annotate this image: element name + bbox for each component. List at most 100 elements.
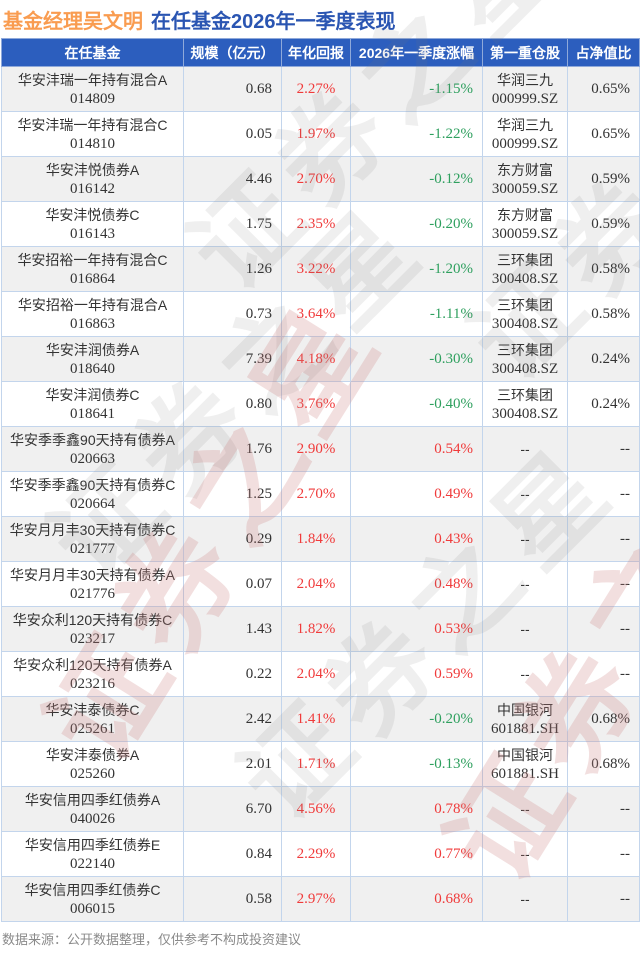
top-holding-cell: 三环集团 300408.SZ: [482, 381, 568, 427]
ratio-cell: 0.68%: [567, 696, 640, 742]
holding-code: 300408.SZ: [491, 405, 559, 422]
holding-name: 中国银河: [497, 746, 553, 763]
fund-code: 016863: [70, 315, 115, 332]
fund-code: 006015: [70, 900, 115, 917]
top-holding-cell: --: [482, 516, 568, 562]
holding-name: 三环集团: [497, 296, 553, 313]
scale-cell: 6.70: [183, 786, 282, 832]
table-row: 华安信用四季红债券A 040026 6.70 4.56% 0.78% -- --: [1, 786, 640, 832]
scale-cell: 1.76: [183, 426, 282, 472]
top-holding-cell: 三环集团 300408.SZ: [482, 246, 568, 292]
quarter-change-cell: 0.43%: [350, 516, 483, 562]
top-holding-cell: 三环集团 300408.SZ: [482, 291, 568, 337]
annual-return-cell: 3.22%: [281, 246, 351, 292]
column-header: 规模（亿元）: [183, 38, 282, 67]
ratio-cell: 0.58%: [567, 291, 640, 337]
annual-return-cell: 2.70%: [281, 156, 351, 202]
column-header: 年化回报: [281, 38, 351, 67]
holding-name: 华润三九: [497, 116, 553, 133]
top-holding-cell: --: [482, 831, 568, 877]
column-header: 第一重仓股: [482, 38, 568, 67]
ratio-cell: 0.58%: [567, 246, 640, 292]
column-header: 在任基金: [1, 38, 184, 67]
holding-name: --: [520, 801, 530, 817]
holding-code: 300408.SZ: [491, 270, 559, 287]
fund-code: 022140: [70, 855, 115, 872]
table-row: 华安沣泰债券A 025260 2.01 1.71% -0.13% 中国银河 60…: [1, 741, 640, 787]
top-holding-cell: 中国银河 601881.SH: [482, 741, 568, 787]
holding-code: 000999.SZ: [491, 90, 559, 107]
ratio-cell: 0.65%: [567, 66, 640, 112]
ratio-cell: --: [567, 876, 640, 922]
table-row: 华安沣润债券C 018641 0.80 3.76% -0.40% 三环集团 30…: [1, 381, 640, 427]
table-row: 华安沣悦债券C 016143 1.75 2.35% -0.20% 东方财富 30…: [1, 201, 640, 247]
annual-return-cell: 4.18%: [281, 336, 351, 382]
holding-name: 三环集团: [497, 341, 553, 358]
fund-name: 华安季季鑫90天持有债券C: [9, 476, 176, 493]
title-suffix: 在任基金2026年一季度表现: [151, 11, 396, 33]
table-row: 华安沣瑞一年持有混合A 014809 0.68 2.27% -1.15% 华润三…: [1, 66, 640, 112]
fund-code: 021777: [70, 540, 115, 557]
ratio-cell: 0.65%: [567, 111, 640, 157]
quarter-change-cell: 0.53%: [350, 606, 483, 652]
fund-code: 020664: [70, 495, 115, 512]
quarter-change-cell: -0.30%: [350, 336, 483, 382]
annual-return-cell: 2.90%: [281, 426, 351, 472]
holding-name: 东方财富: [497, 206, 553, 223]
quarter-change-cell: -1.11%: [350, 291, 483, 337]
top-holding-cell: --: [482, 471, 568, 517]
table-header-row: 在任基金 规模（亿元） 年化回报 2026年一季度涨幅 第一重仓股 占净值比: [1, 38, 640, 67]
scale-cell: 0.29: [183, 516, 282, 562]
top-holding-cell: --: [482, 651, 568, 697]
holding-code: 300408.SZ: [491, 315, 559, 332]
holding-code: 300059.SZ: [491, 180, 559, 197]
quarter-change-cell: -0.40%: [350, 381, 483, 427]
top-holding-cell: 华润三九 000999.SZ: [482, 66, 568, 112]
quarter-change-cell: 0.54%: [350, 426, 483, 472]
ratio-cell: 0.68%: [567, 741, 640, 787]
fund-name-cell: 华安招裕一年持有混合C 016864: [1, 246, 184, 292]
top-holding-cell: 东方财富 300059.SZ: [482, 156, 568, 202]
scale-cell: 0.58: [183, 876, 282, 922]
table-row: 华安沣悦债券A 016142 4.46 2.70% -0.12% 东方财富 30…: [1, 156, 640, 202]
fund-name: 华安沣润债券A: [45, 341, 140, 358]
scale-cell: 0.80: [183, 381, 282, 427]
fund-name-cell: 华安信用四季红债券C 006015: [1, 876, 184, 922]
fund-name-cell: 华安沣瑞一年持有混合A 014809: [1, 66, 184, 112]
fund-code: 025260: [70, 765, 115, 782]
funds-table: 在任基金 规模（亿元） 年化回报 2026年一季度涨幅 第一重仓股 占净值比 华安沣瑞一年…: [1, 38, 640, 922]
annual-return-cell: 2.29%: [281, 831, 351, 877]
holding-code: 300408.SZ: [491, 360, 559, 377]
table-row: 华安沣泰债券C 025261 2.42 1.41% -0.20% 中国银河 60…: [1, 696, 640, 742]
fund-code: 025261: [70, 720, 115, 737]
annual-return-cell: 2.97%: [281, 876, 351, 922]
quarter-change-cell: 0.68%: [350, 876, 483, 922]
holding-code: 300059.SZ: [491, 225, 559, 242]
table-row: 华安招裕一年持有混合A 016863 0.73 3.64% -1.11% 三环集…: [1, 291, 640, 337]
top-holding-cell: 中国银河 601881.SH: [482, 696, 568, 742]
table-row: 华安信用四季红债券C 006015 0.58 2.97% 0.68% -- --: [1, 876, 640, 922]
fund-name: 华安众利120天持有债券A: [13, 656, 172, 673]
scale-cell: 2.42: [183, 696, 282, 742]
top-holding-cell: --: [482, 786, 568, 832]
annual-return-cell: 1.82%: [281, 606, 351, 652]
top-holding-cell: --: [482, 606, 568, 652]
fund-name-cell: 华安信用四季红债券A 040026: [1, 786, 184, 832]
fund-name-cell: 华安沣瑞一年持有混合C 014810: [1, 111, 184, 157]
ratio-cell: --: [567, 651, 640, 697]
fund-name-cell: 华安季季鑫90天持有债券C 020664: [1, 471, 184, 517]
scale-cell: 1.25: [183, 471, 282, 517]
table-row: 华安沣润债券A 018640 7.39 4.18% -0.30% 三环集团 30…: [1, 336, 640, 382]
holding-name: --: [520, 666, 530, 682]
fund-name: 华安信用四季红债券E: [24, 836, 161, 853]
top-holding-cell: --: [482, 876, 568, 922]
fund-code: 014810: [70, 135, 115, 152]
ratio-cell: 0.24%: [567, 336, 640, 382]
scale-cell: 0.05: [183, 111, 282, 157]
fund-name: 华安沣悦债券C: [45, 206, 140, 223]
annual-return-cell: 2.04%: [281, 651, 351, 697]
fund-name: 华安月月丰30天持有债券C: [9, 521, 176, 538]
fund-code: 014809: [70, 90, 115, 107]
fund-name-cell: 华安众利120天持有债券A 023216: [1, 651, 184, 697]
annual-return-cell: 1.97%: [281, 111, 351, 157]
